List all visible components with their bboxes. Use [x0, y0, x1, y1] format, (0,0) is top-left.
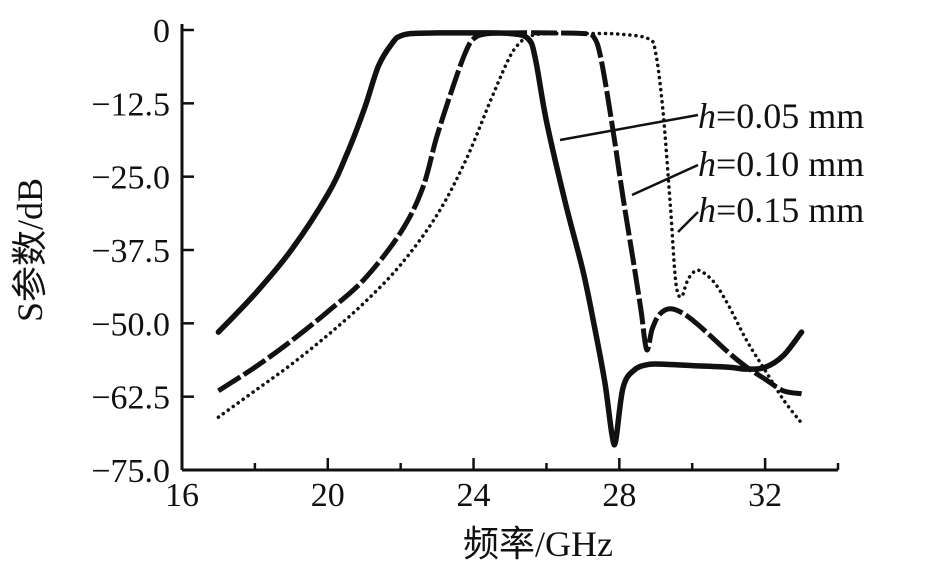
x-tick-label: 32 [748, 477, 782, 514]
series-callout-value: =0.10 mm [716, 144, 864, 184]
y-tick-label: 0 [153, 13, 170, 50]
x-axis-label: 频率/GHz [463, 524, 613, 564]
series-callout-value: =0.05 mm [716, 96, 864, 136]
series-line-2 [217, 30, 802, 397]
series-callout-variable: h [698, 144, 716, 184]
y-tick-label: −75.0 [91, 453, 170, 490]
axes: 16 20 24 28 32 0 −12.5 −25.0 −37.5 −50.0 −62.5 −75.… [91, 13, 840, 514]
y-tick-label: −50.0 [91, 306, 170, 343]
labels: 频率/GHz S参数/dB [10, 178, 613, 564]
series-line-1 [215, 30, 805, 448]
x-tick-label: 24 [457, 477, 491, 514]
y-tick-label: −62.5 [91, 380, 170, 417]
y-axis-label: S参数/dB [10, 178, 50, 322]
series-callout-label-3: h=0.15 mm [698, 190, 864, 230]
series-callout-leader-2 [631, 163, 699, 197]
x-tick-label: 28 [602, 477, 636, 514]
x-tick-label: 16 [165, 477, 199, 514]
series-line-3 [216, 31, 804, 425]
series-callout-variable: h [698, 96, 716, 136]
series-callout-leader-1 [559, 113, 699, 142]
x-tick-label: 20 [311, 477, 345, 514]
series-callout-value: =0.15 mm [716, 190, 864, 230]
series-callout-leader-3 [677, 211, 699, 233]
series-callout-variable: h [698, 190, 716, 230]
series-callout-label-2: h=0.10 mm [698, 144, 864, 184]
y-tick-label: −25.0 [91, 160, 170, 197]
series-layer [215, 30, 805, 448]
y-tick-label: −12.5 [91, 86, 170, 123]
y-tick-label: −37.5 [91, 233, 170, 270]
callouts: h=0.05 mmh=0.10 mmh=0.15 mm [559, 96, 864, 233]
series-callout-label-1: h=0.05 mm [698, 96, 864, 136]
